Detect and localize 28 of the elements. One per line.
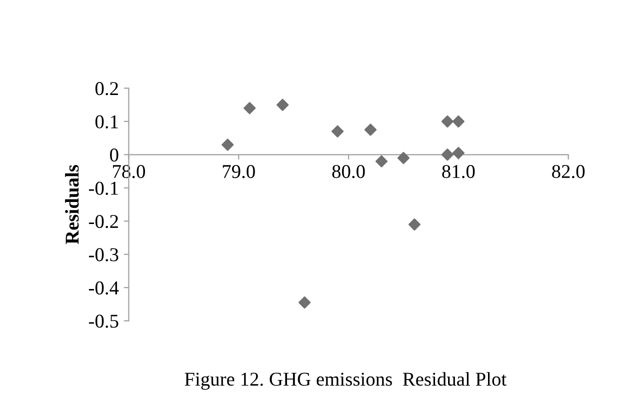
point (298, 296, 311, 309)
text: Figure 12. GHG emissions Residual Plot (184, 372, 507, 390)
point (364, 124, 377, 136)
y-axis-title: Residuals (65, 165, 79, 244)
point (276, 98, 289, 111)
y-tick-label: -0.1 (88, 182, 118, 195)
point (397, 152, 410, 164)
point (222, 138, 234, 151)
y-tick-label: 0.2 (95, 82, 118, 96)
x-tick-label: 82.0 (552, 164, 585, 178)
point (244, 102, 256, 114)
point (452, 146, 465, 160)
y-tick-label: -0.4 (88, 281, 119, 295)
point (331, 125, 344, 138)
y-tick-label: -0.3 (88, 248, 118, 262)
y-tick-label: -0.2 (88, 214, 118, 228)
x-tick-label: 79.0 (222, 164, 255, 178)
point (408, 218, 421, 231)
point (441, 148, 454, 161)
y-tick-label: -0.5 (88, 314, 118, 328)
y-tick-label: 0.1 (95, 115, 118, 128)
point (452, 115, 465, 128)
x-tick-label: 81.0 (442, 164, 475, 178)
point (375, 155, 388, 168)
x-tick-label: 80.0 (332, 164, 365, 178)
point (441, 115, 454, 128)
x-tick-label: 78.0 (113, 164, 146, 178)
y-tick-label: 0 (110, 148, 118, 162)
